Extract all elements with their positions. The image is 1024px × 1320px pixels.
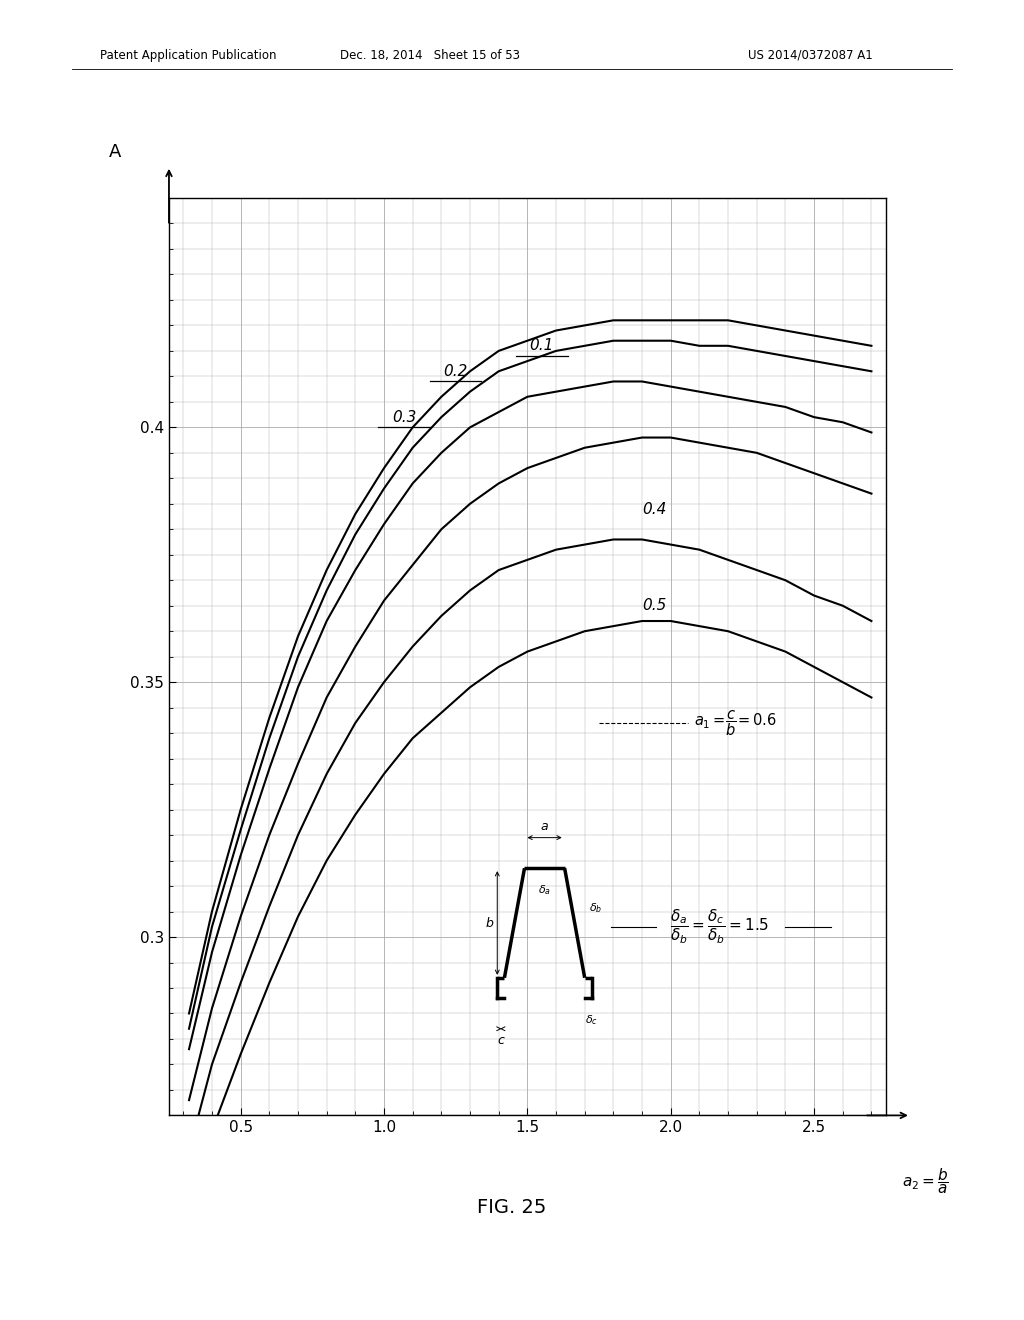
Text: US 2014/0372087 A1: US 2014/0372087 A1 bbox=[748, 49, 872, 62]
Text: 0.4: 0.4 bbox=[642, 502, 667, 516]
Text: A: A bbox=[109, 144, 122, 161]
Text: 0.2: 0.2 bbox=[443, 364, 468, 379]
Text: $\delta_a$: $\delta_a$ bbox=[538, 883, 551, 898]
Text: a: a bbox=[541, 820, 549, 833]
Text: b: b bbox=[485, 916, 493, 929]
Text: c: c bbox=[498, 1034, 504, 1047]
Text: $\dfrac{\delta_a}{\delta_b}=\dfrac{\delta_c}{\delta_b}=1.5$: $\dfrac{\delta_a}{\delta_b}=\dfrac{\delt… bbox=[670, 908, 769, 946]
Text: 0.5: 0.5 bbox=[642, 598, 667, 614]
Text: $a_1=\!\dfrac{c}{b}\!=0.6$: $a_1=\!\dfrac{c}{b}\!=0.6$ bbox=[693, 708, 776, 738]
Text: $a_2{=}\dfrac{b}{a}$: $a_2{=}\dfrac{b}{a}$ bbox=[902, 1166, 948, 1196]
Text: $\delta_c$: $\delta_c$ bbox=[585, 1014, 598, 1027]
Text: Dec. 18, 2014   Sheet 15 of 53: Dec. 18, 2014 Sheet 15 of 53 bbox=[340, 49, 520, 62]
Text: 0.1: 0.1 bbox=[529, 338, 554, 354]
Text: $\delta_b$: $\delta_b$ bbox=[589, 900, 602, 915]
Text: Patent Application Publication: Patent Application Publication bbox=[100, 49, 276, 62]
Text: FIG. 25: FIG. 25 bbox=[477, 1199, 547, 1217]
Text: 0.3: 0.3 bbox=[392, 409, 417, 425]
